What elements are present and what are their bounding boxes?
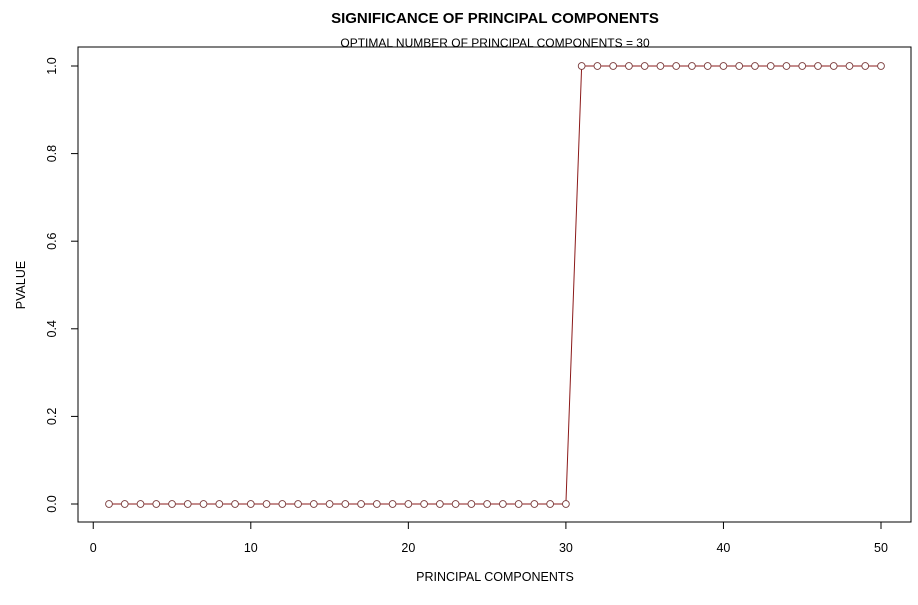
y-tick-label: 0.0 [45,495,59,512]
data-point [877,62,885,70]
data-point [231,500,239,508]
data-point [451,500,460,508]
data-point [766,62,775,70]
x-axis-label: PRINCIPAL COMPONENTS [416,570,574,584]
data-point [703,62,712,70]
data-point [577,62,586,70]
data-point [640,62,649,70]
data-point [625,62,633,70]
x-tick-label: 30 [559,541,573,555]
data-point [609,62,618,70]
data-point [562,500,570,508]
data-point [514,500,523,508]
y-tick-label: 0.6 [45,232,59,249]
data-point [829,62,838,70]
data-point [436,500,444,508]
data-point [546,500,554,508]
series-line [109,65,881,505]
data-point [357,500,365,508]
data-point [845,62,854,70]
x-tick-label: 50 [874,541,888,555]
y-axis-label: PVALUE [14,261,28,309]
data-point [719,62,728,70]
data-point [199,500,208,508]
data-point [168,500,176,508]
x-tick-label: 10 [244,541,258,555]
data-point [372,500,381,508]
data-point [499,500,507,508]
data-point [798,62,807,70]
y-axis: 0.0 0.2 0.4 0.6 0.8 1.0 [45,57,79,513]
data-point [136,500,145,508]
data-point [183,500,192,508]
y-tick-label: 0.8 [45,145,59,162]
y-tick-label: 0.4 [45,320,59,337]
x-tick-label: 20 [401,541,415,555]
chart-subtitle: OPTIMAL NUMBER OF PRINCIPAL COMPONENTS =… [340,36,650,50]
data-point [120,500,129,508]
data-point [735,62,744,70]
data-point [593,62,602,70]
data-point [215,500,224,508]
data-point [105,500,113,508]
data-point [341,500,350,508]
data-point [672,62,681,70]
data-point [861,62,870,70]
data-point [814,62,822,70]
y-tick-label: 1.0 [45,57,59,74]
data-point [246,500,255,508]
data-point [262,500,271,508]
series-layer [105,62,885,508]
chart-title: SIGNIFICANCE OF PRINCIPAL COMPONENTS [331,10,659,27]
plot-frame [77,46,912,523]
data-point [278,500,287,508]
y-tick-label: 0.2 [45,408,59,425]
data-point [483,500,491,508]
data-point [152,500,161,508]
data-point [688,62,696,70]
data-point [404,500,413,508]
data-point [530,500,539,508]
data-point [294,500,302,508]
data-point [309,500,318,508]
data-point [420,500,428,508]
data-point [467,500,476,508]
x-tick-label: 40 [716,541,730,555]
x-tick-label: 0 [90,541,97,555]
data-point [656,62,665,70]
data-point [751,62,759,70]
data-point [388,500,397,508]
data-point [782,62,791,70]
x-axis: 0 10 20 30 40 50 [90,521,888,555]
data-point [325,500,334,508]
